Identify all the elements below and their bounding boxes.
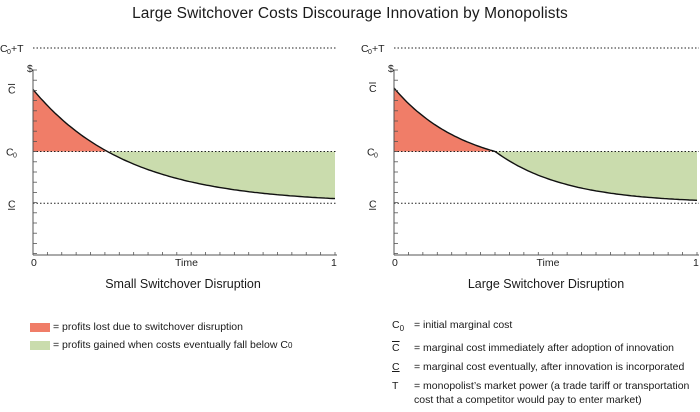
right-label-c-bar: C: [369, 83, 377, 95]
right-y-symbol: $: [388, 63, 394, 75]
definition-c0-text: = initial marginal cost: [414, 319, 513, 331]
legend-definitions: C0 = initial marginal cost C = marginal …: [392, 318, 692, 412]
definition-c-bar-text: = marginal cost immediately after adopti…: [414, 342, 675, 355]
definition-c-bar-symbol: C: [392, 342, 400, 355]
definition-t: T = monopolist’s market power (a trade t…: [392, 379, 692, 407]
right-label-c0: C: [367, 147, 375, 159]
left-x-end-label: 1: [331, 257, 337, 269]
left-x-start-label: 0: [31, 257, 37, 269]
left-label-c0-plus-t-suffix: +T: [11, 43, 24, 55]
definition-c-under: C = marginal cost eventually, after inno…: [392, 360, 692, 374]
legend-gain-sub: 0: [287, 340, 293, 350]
right-x-start-label: 0: [392, 257, 398, 269]
left-loss-area: [33, 89, 108, 152]
right-label-c0-sub: 0: [374, 153, 378, 160]
definition-c-bar: C = marginal cost immediately after adop…: [392, 341, 692, 355]
right-x-axis-title: Time: [537, 257, 560, 269]
legend-shading: = profits lost due to switchover disrupt…: [30, 318, 292, 354]
left-label-c-bar: C: [8, 84, 16, 96]
right-loss-area: [394, 88, 496, 152]
legend-gain-row: = profits gained when costs eventually f…: [30, 336, 292, 354]
left-diagram: [8, 47, 337, 256]
gain-swatch: [30, 340, 50, 350]
left-panel-caption: Small Switchover Disruption: [105, 277, 261, 291]
definition-c0-symbol: C: [392, 319, 400, 331]
left-label-c0: C: [6, 147, 14, 159]
left-label-c0-plus-t-sub: 0: [7, 49, 11, 56]
legend-loss-text: = profits lost due to switchover disrupt…: [53, 321, 243, 333]
left-label-c0-plus-t: C: [0, 43, 8, 55]
definition-c0-sub: 0: [399, 324, 405, 334]
legend-gain-text: = profits gained when costs eventually f…: [53, 339, 288, 351]
loss-swatch: [30, 322, 50, 332]
right-label-c0-plus-t: C: [361, 43, 369, 55]
definition-t-text: = monopolist’s market power (a trade tar…: [414, 380, 690, 407]
definition-c-under-symbol: C: [392, 361, 400, 374]
left-gain-area: [107, 151, 336, 199]
left-y-symbol: $: [27, 63, 33, 75]
definition-c-under-text: = marginal cost eventually, after innova…: [414, 361, 685, 374]
right-panel-caption: Large Switchover Disruption: [467, 277, 625, 291]
definition-c0: C0 = initial marginal cost: [392, 318, 692, 336]
legend-loss-row: = profits lost due to switchover disrupt…: [30, 318, 292, 336]
left-label-c-under: C: [8, 198, 16, 210]
right-label-c0-plus-t-suffix: +T: [372, 43, 385, 55]
left-label-c0-sub: 0: [13, 153, 17, 160]
right-cost-curve: [393, 87, 698, 201]
left-x-axis-title: Time: [175, 257, 198, 269]
right-label-c0-plus-t-sub: 0: [368, 49, 372, 56]
definition-t-symbol: T: [392, 380, 399, 393]
right-label-c-under: C: [369, 198, 377, 210]
right-x-end-label: 1: [693, 257, 699, 269]
right-gain-area: [495, 151, 697, 201]
left-cost-curve: [32, 88, 336, 200]
figure-title: Large Switchover Costs Discourage Innova…: [132, 5, 568, 22]
right-diagram: [369, 47, 699, 256]
